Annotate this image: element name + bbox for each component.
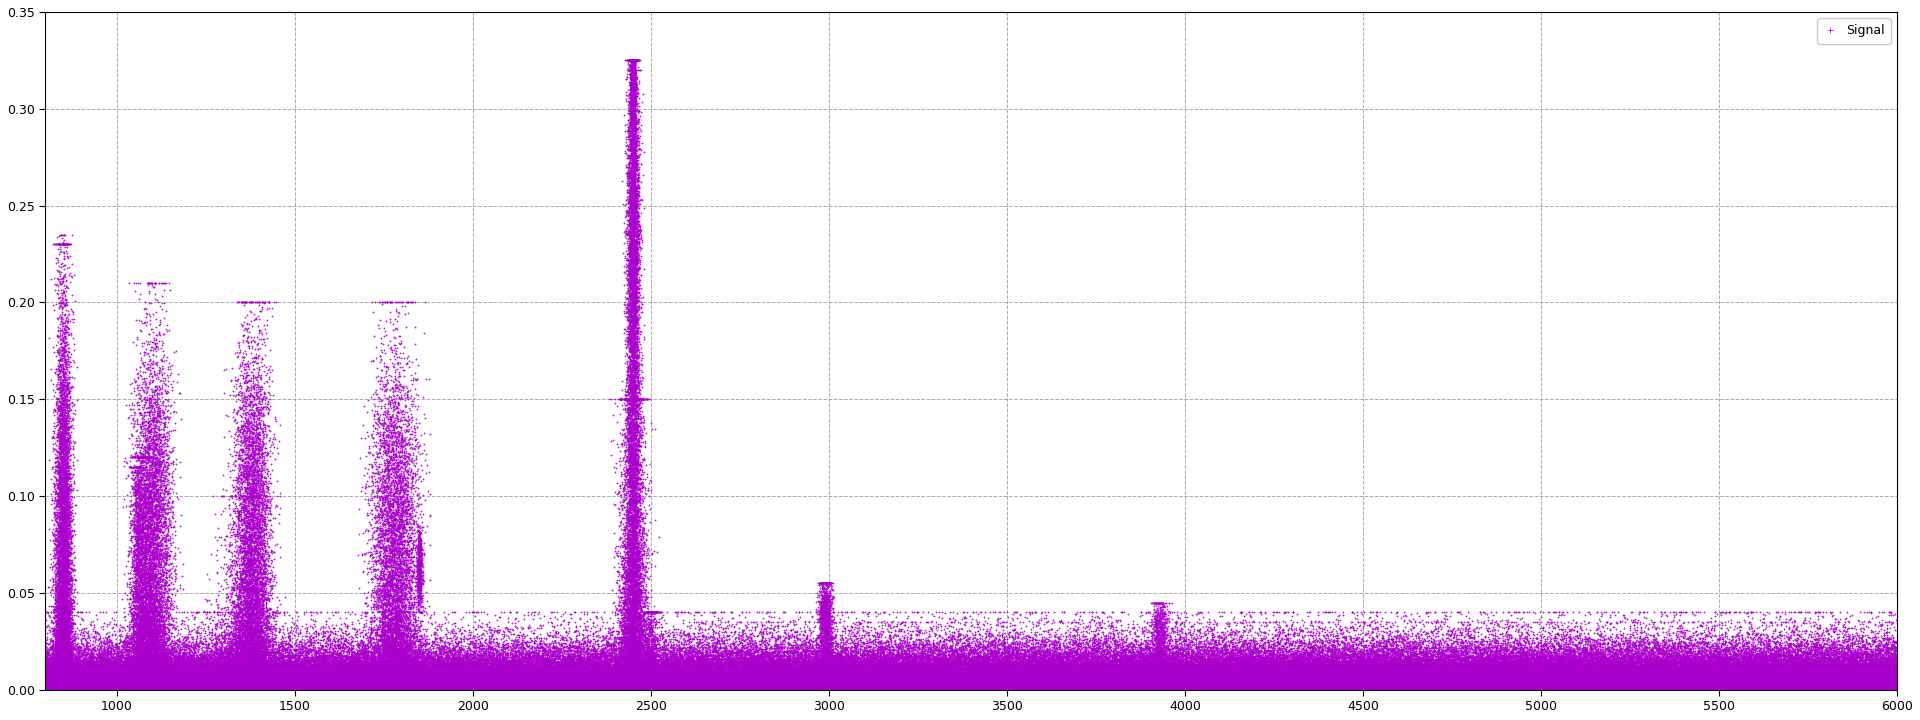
Signal bbox=[1786, 683, 1809, 692]
Signal bbox=[728, 660, 751, 668]
Signal bbox=[979, 685, 1002, 694]
Signal bbox=[1561, 667, 1584, 675]
Signal bbox=[1369, 670, 1392, 679]
Signal bbox=[559, 680, 582, 689]
Signal bbox=[620, 56, 643, 65]
Signal bbox=[56, 423, 79, 431]
Signal bbox=[1098, 677, 1121, 685]
Legend: Signal: Signal bbox=[1816, 18, 1891, 44]
Signal bbox=[238, 625, 261, 634]
Line: Signal: Signal bbox=[44, 59, 1899, 691]
